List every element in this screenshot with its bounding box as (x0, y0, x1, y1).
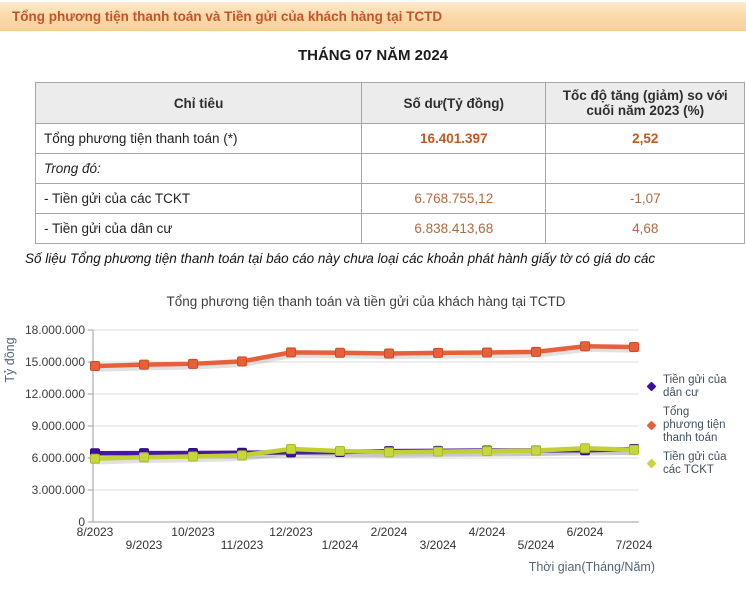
legend-label: Tổng phương tiện thanh toán (663, 405, 726, 444)
series-marker (90, 453, 100, 464)
series-shadow (96, 448, 636, 465)
legend-label: Tiền gửi của các TCKT (663, 450, 727, 476)
row-balance: 6.838.413,68 (361, 213, 547, 244)
series-line (94, 446, 635, 461)
series-marker (286, 444, 296, 455)
x-tick-label: 5/2024 (518, 538, 555, 552)
table-row: Trong đó: (34, 153, 745, 184)
row-balance: 16.401.397 (361, 123, 547, 154)
report-period-title: THÁNG 07 NĂM 2024 (297, 47, 449, 64)
series-marker (237, 450, 247, 461)
row-growth: -1,07 (545, 183, 745, 214)
series-marker (139, 452, 149, 463)
y-tick-label: 9.000.000 (32, 419, 86, 433)
page-header-title: Tổng phương tiện thanh toán và Tiền gửi … (12, 8, 443, 24)
x-tick-label: 12/2023 (269, 525, 313, 539)
deposits-line-chart: Tổng phương tiện thanh toán và tiền gửi … (3, 294, 655, 574)
x-tick-label: 6/2024 (567, 525, 604, 539)
series-marker (433, 446, 443, 457)
y-axis-title: Tỷ đồng (3, 337, 17, 382)
y-tick-label: 3.000.000 (32, 483, 86, 497)
legend-item: Tiền gửi của dân cư (646, 374, 745, 400)
legend-marker-icon (646, 420, 657, 431)
x-tick-label: 8/2023 (77, 525, 114, 539)
series-marker (188, 451, 198, 462)
x-axis-title: Thời gian(Tháng/Năm) (529, 560, 655, 574)
legend-marker-icon (646, 382, 657, 392)
series-marker (335, 347, 345, 358)
table-header-row: Chỉ tiêu Số dư(Tỷ đồng) Tốc độ tăng (giả… (34, 82, 745, 124)
series-marker (580, 443, 590, 454)
col-header-indicator: Chỉ tiêu (34, 82, 363, 124)
col-header-balance: Số dư(Tỷ đồng) (361, 82, 547, 124)
series-marker (482, 347, 492, 358)
row-label: Trong đó: (34, 153, 363, 184)
series-marker (433, 347, 443, 358)
row-growth: 2,52 (545, 123, 745, 154)
legend-label: Tiền gửi của dân cư (663, 374, 727, 399)
summary-table: Chỉ tiêu Số dư(Tỷ đồng) Tốc độ tăng (giả… (34, 82, 745, 244)
chart-legend: Tiền gửi của dân cư Tổng phương tiện thanh t… (646, 374, 745, 483)
legend-item: Tổng phương tiện thanh toán (646, 405, 745, 445)
series-marker (335, 445, 345, 456)
y-tick-label: 0 (78, 515, 85, 529)
x-tick-label: 9/2023 (126, 538, 163, 552)
footnote-text: Số liệu Tổng phương tiện thanh toán tại … (25, 251, 656, 266)
row-balance: 6.768.755,12 (361, 183, 547, 214)
row-growth: 4,68 (545, 213, 745, 244)
row-label: - Tiền gửi của các TCKT (34, 183, 363, 214)
x-tick-label: 2/2024 (371, 525, 408, 539)
series-marker (90, 361, 100, 372)
y-tick-label: 15.000.000 (25, 355, 85, 369)
chart-title: Tổng phương tiện thanh toán và tiền gửi … (167, 294, 566, 309)
series-marker (629, 444, 639, 455)
series-marker (188, 358, 198, 369)
table-row: - Tiền gửi của dân cư 6.838.413,68 4,68 (34, 213, 745, 244)
series-marker (580, 341, 590, 352)
table-row: - Tiền gửi của các TCKT 6.768.755,12 -1,… (34, 183, 745, 214)
legend-item: Tiền gửi của các TCKT (646, 450, 745, 477)
x-tick-label: 11/2023 (221, 538, 264, 552)
page-header-bar: Tổng phương tiện thanh toán và Tiền gửi … (0, 2, 746, 31)
x-tick-label: 7/2024 (616, 538, 653, 552)
x-tick-label: 4/2024 (469, 525, 506, 539)
series-marker (384, 447, 394, 458)
y-tick-label: 12.000.000 (25, 387, 85, 401)
col-header-growth: Tốc độ tăng (giảm) so với cuối năm 2023 … (545, 82, 745, 124)
series-marker (384, 348, 394, 359)
x-tick-label: 1/2024 (322, 538, 359, 552)
series-line (94, 343, 635, 369)
series-marker (237, 356, 247, 367)
series-marker (531, 346, 541, 357)
x-tick-label: 10/2023 (171, 525, 215, 539)
legend-marker-icon (646, 458, 657, 469)
series-shadow (96, 346, 636, 372)
row-growth (545, 153, 745, 184)
series-marker (139, 359, 149, 370)
series-marker (531, 445, 541, 456)
y-tick-label: 6.000.000 (32, 451, 86, 465)
row-label: - Tiền gửi của dân cư (34, 213, 363, 244)
x-tick-label: 3/2024 (420, 538, 457, 552)
y-tick-label: 18.000.000 (25, 323, 85, 337)
row-label: Tổng phương tiện thanh toán (*) (34, 123, 363, 154)
table-row: Tổng phương tiện thanh toán (*) 16.401.3… (34, 123, 745, 154)
series-marker (286, 347, 296, 358)
series-marker (629, 342, 639, 353)
row-balance (361, 153, 547, 184)
series-marker (482, 446, 492, 457)
